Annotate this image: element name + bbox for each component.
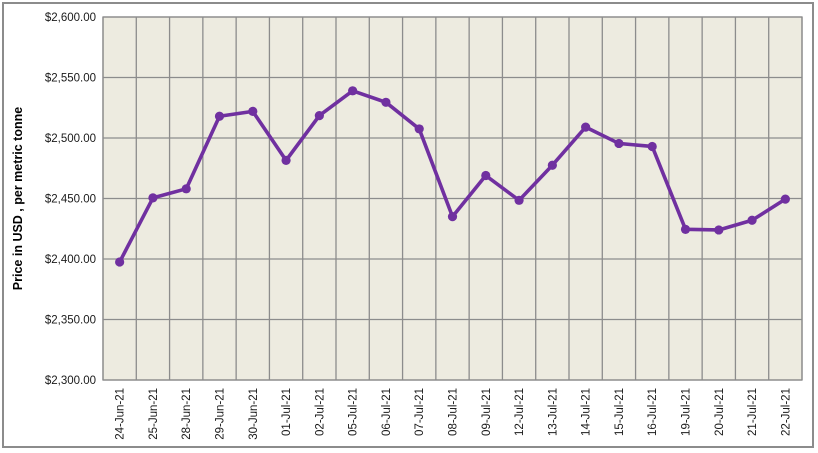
x-tick-label: 30-Jun-21: [248, 388, 260, 440]
x-tick-label: 02-Jul-21: [314, 388, 326, 436]
data-point: [447, 212, 458, 222]
data-point: [348, 86, 358, 96]
data-point: [647, 141, 657, 152]
data-point: [714, 225, 724, 235]
y-tick-label: $2,400.00: [45, 254, 96, 266]
data-point: [581, 122, 591, 132]
x-tick-label: 21-Jul-21: [747, 388, 759, 436]
x-tick-label: 14-Jul-21: [581, 388, 593, 436]
y-tick-label: $2,300.00: [45, 375, 96, 387]
x-tick-label: 08-Jul-21: [448, 388, 460, 436]
data-point: [614, 138, 624, 149]
x-tick-label: 25-Jun-21: [148, 388, 160, 440]
x-tick-label: 06-Jul-21: [381, 388, 393, 436]
x-tick-label: 19-Jul-21: [681, 388, 693, 436]
data-point: [680, 224, 691, 234]
data-point: [115, 257, 125, 267]
data-point: [148, 193, 158, 203]
x-tick-label: 16-Jul-21: [647, 388, 659, 436]
y-tick-label: $2,350.00: [45, 315, 96, 327]
y-axis-title: Price in USD , per metric tonne: [11, 107, 25, 290]
x-tick-label: 12-Jul-21: [514, 388, 526, 436]
plot-area-border: [102, 16, 803, 381]
x-tick-label: 13-Jul-21: [547, 388, 559, 436]
price-series: [115, 86, 790, 267]
data-point: [780, 194, 790, 204]
x-tick-label: 07-Jul-21: [414, 388, 426, 436]
data-point: [214, 111, 225, 121]
data-point: [248, 106, 258, 116]
x-tick-label: 15-Jul-21: [614, 388, 626, 436]
data-point: [281, 155, 291, 165]
x-tick-label: 09-Jul-21: [481, 388, 493, 436]
data-point: [514, 195, 524, 205]
x-axis-tick-labels: 24-Jun-21 25-Jun-21 28-Jun-21 29-Jun-21 30-J…: [115, 388, 793, 440]
y-tick-label: $2,550.00: [45, 73, 96, 85]
data-point: [547, 160, 557, 170]
gridlines: [102, 16, 803, 381]
data-point: [314, 111, 324, 121]
y-tick-label: $2,450.00: [45, 194, 96, 206]
data-point: [414, 124, 424, 134]
x-tick-label: 22-Jul-21: [780, 388, 792, 436]
x-tick-label: 29-Jun-21: [215, 388, 227, 440]
x-tick-label: 05-Jul-21: [348, 388, 360, 436]
x-tick-label: 24-Jun-21: [115, 388, 127, 440]
data-point: [481, 170, 491, 181]
data-point: [381, 97, 391, 107]
x-tick-label: 20-Jul-21: [714, 388, 726, 436]
data-point: [747, 215, 757, 225]
data-point: [181, 184, 191, 194]
y-tick-label: $2,500.00: [45, 133, 96, 145]
x-tick-label: 01-Jul-21: [281, 388, 293, 436]
y-tick-label: $2,600.00: [45, 12, 96, 24]
x-tick-label: 28-Jun-21: [181, 388, 193, 440]
y-axis-tick-labels: $2,300.00 $2,350.00 $2,400.00 $2,450.00 $2,5…: [45, 12, 96, 387]
